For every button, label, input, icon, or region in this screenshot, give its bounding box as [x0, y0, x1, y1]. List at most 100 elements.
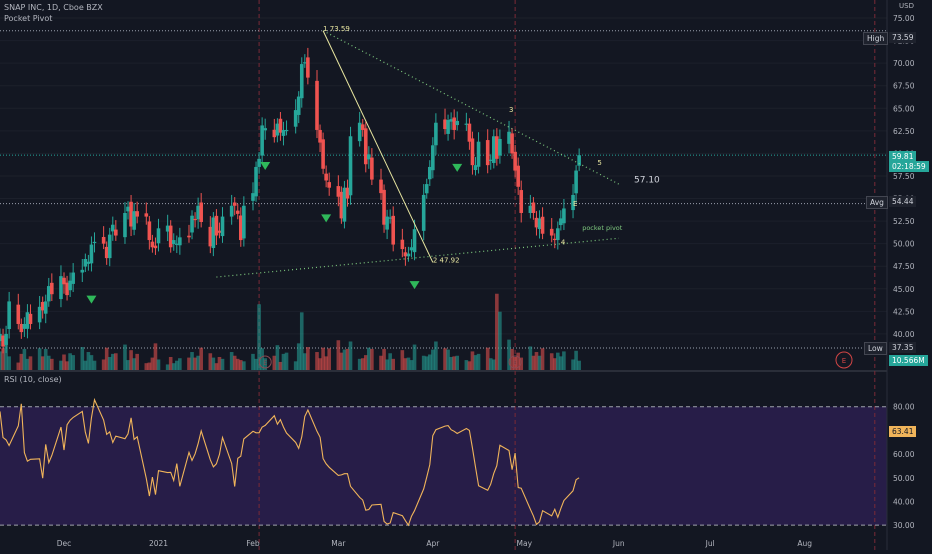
candle-body — [263, 128, 267, 131]
volume-bar — [528, 346, 533, 370]
candle-body — [488, 159, 493, 161]
earnings-marker-circle — [835, 351, 853, 369]
candle-body — [272, 129, 277, 138]
candle-body — [400, 239, 405, 250]
volume-bar — [4, 342, 8, 370]
candle-body — [412, 229, 417, 253]
rsi-line — [0, 397, 580, 527]
volume-bar — [220, 358, 225, 370]
earnings-marker-circle — [508, 355, 522, 369]
volume-bar — [43, 348, 48, 370]
volume-bar — [556, 352, 560, 370]
volume-bar — [360, 358, 365, 370]
candle-body — [0, 333, 2, 342]
volume-bar — [406, 357, 411, 370]
candle-body — [571, 194, 575, 211]
candle-body — [549, 228, 554, 236]
price-tick-label: 70.00 — [893, 59, 915, 68]
candle-body — [147, 221, 152, 241]
volume-bar — [272, 355, 277, 370]
time-tick-label: Apr — [426, 539, 440, 548]
candle-body — [367, 154, 371, 160]
rsi-title[interactable]: RSI (10, close) — [4, 375, 62, 384]
candle-body — [281, 129, 286, 136]
candle-body — [424, 184, 429, 194]
candle-body — [495, 136, 499, 159]
volume-bar — [443, 348, 447, 370]
wave-line — [322, 30, 434, 263]
volume-bar — [434, 341, 438, 370]
candle-body — [293, 110, 298, 127]
wave-label: 4 — [561, 239, 566, 247]
candle-body — [150, 241, 155, 248]
candle-body — [449, 119, 453, 122]
pocket-pivot-marker — [86, 295, 97, 304]
wave-label: 3 — [509, 106, 513, 114]
candle-body — [577, 155, 581, 166]
candle-body — [50, 282, 54, 295]
candle-body — [336, 186, 341, 197]
volume-bar — [379, 355, 383, 370]
volume-bar — [510, 348, 514, 370]
pocket-pivot-marker — [260, 162, 271, 171]
volume-bar — [80, 347, 85, 370]
candle-body — [174, 243, 179, 245]
price-tick-label: 52.50 — [893, 217, 915, 226]
volume-bar — [254, 358, 258, 370]
volume-bar — [412, 344, 417, 370]
volume-bar — [126, 360, 130, 370]
candle-body — [284, 129, 289, 132]
time-tick-label: Jul — [705, 539, 715, 548]
symbol-title[interactable]: SNAP INC, 1D, Cboe BZX — [4, 3, 103, 12]
volume-value: 10.566M — [889, 355, 928, 366]
volume-bar — [342, 349, 347, 370]
candle-body — [129, 201, 133, 227]
candle-body — [321, 139, 325, 169]
volume-bar — [68, 353, 72, 370]
volume-bar — [284, 352, 289, 370]
price-tick-label: 65.00 — [893, 104, 915, 113]
volume-bar — [110, 353, 115, 370]
low-tag: Low — [864, 342, 887, 355]
volume-bar — [62, 354, 66, 370]
candle-body — [534, 217, 539, 228]
volume-bar — [321, 347, 325, 370]
earnings-marker-circle — [258, 355, 272, 369]
volume-bar — [65, 361, 69, 370]
candle-body — [519, 190, 524, 213]
target-price-label: 57.10 — [634, 176, 660, 186]
indicator-title[interactable]: Pocket Pivot — [4, 14, 53, 23]
volume-bar — [574, 350, 578, 370]
volume-bar — [263, 358, 267, 370]
volume-bar — [571, 359, 575, 370]
volume-bar — [174, 360, 179, 370]
volume-bar — [455, 355, 460, 370]
candle-body — [342, 187, 347, 222]
volume-bar — [193, 357, 197, 370]
price-tick-label: 62.50 — [893, 127, 915, 136]
candle-body — [7, 301, 11, 330]
avg-value: 54.44 — [889, 196, 917, 207]
wave-label: 1 73.59 — [323, 25, 350, 33]
volume-bar — [452, 356, 456, 370]
rsi-tick-label: 30.00 — [893, 521, 915, 530]
price-axis-background — [887, 0, 932, 550]
volume-bar — [278, 361, 283, 370]
candle-body — [239, 215, 243, 241]
volume-bar — [156, 359, 161, 370]
volume-bar — [464, 360, 469, 370]
candle-body — [528, 205, 533, 213]
volume-bar — [235, 358, 240, 370]
volume-bar — [187, 357, 191, 370]
candle-body — [196, 205, 200, 220]
earnings-marker-text: E — [513, 360, 517, 367]
candle-body — [345, 187, 350, 199]
volume-bar — [217, 356, 222, 370]
volume-bar — [50, 358, 54, 370]
candle-body — [104, 246, 109, 259]
volume-bar — [531, 355, 536, 370]
candle-body — [391, 215, 396, 245]
candle-body — [214, 215, 219, 236]
